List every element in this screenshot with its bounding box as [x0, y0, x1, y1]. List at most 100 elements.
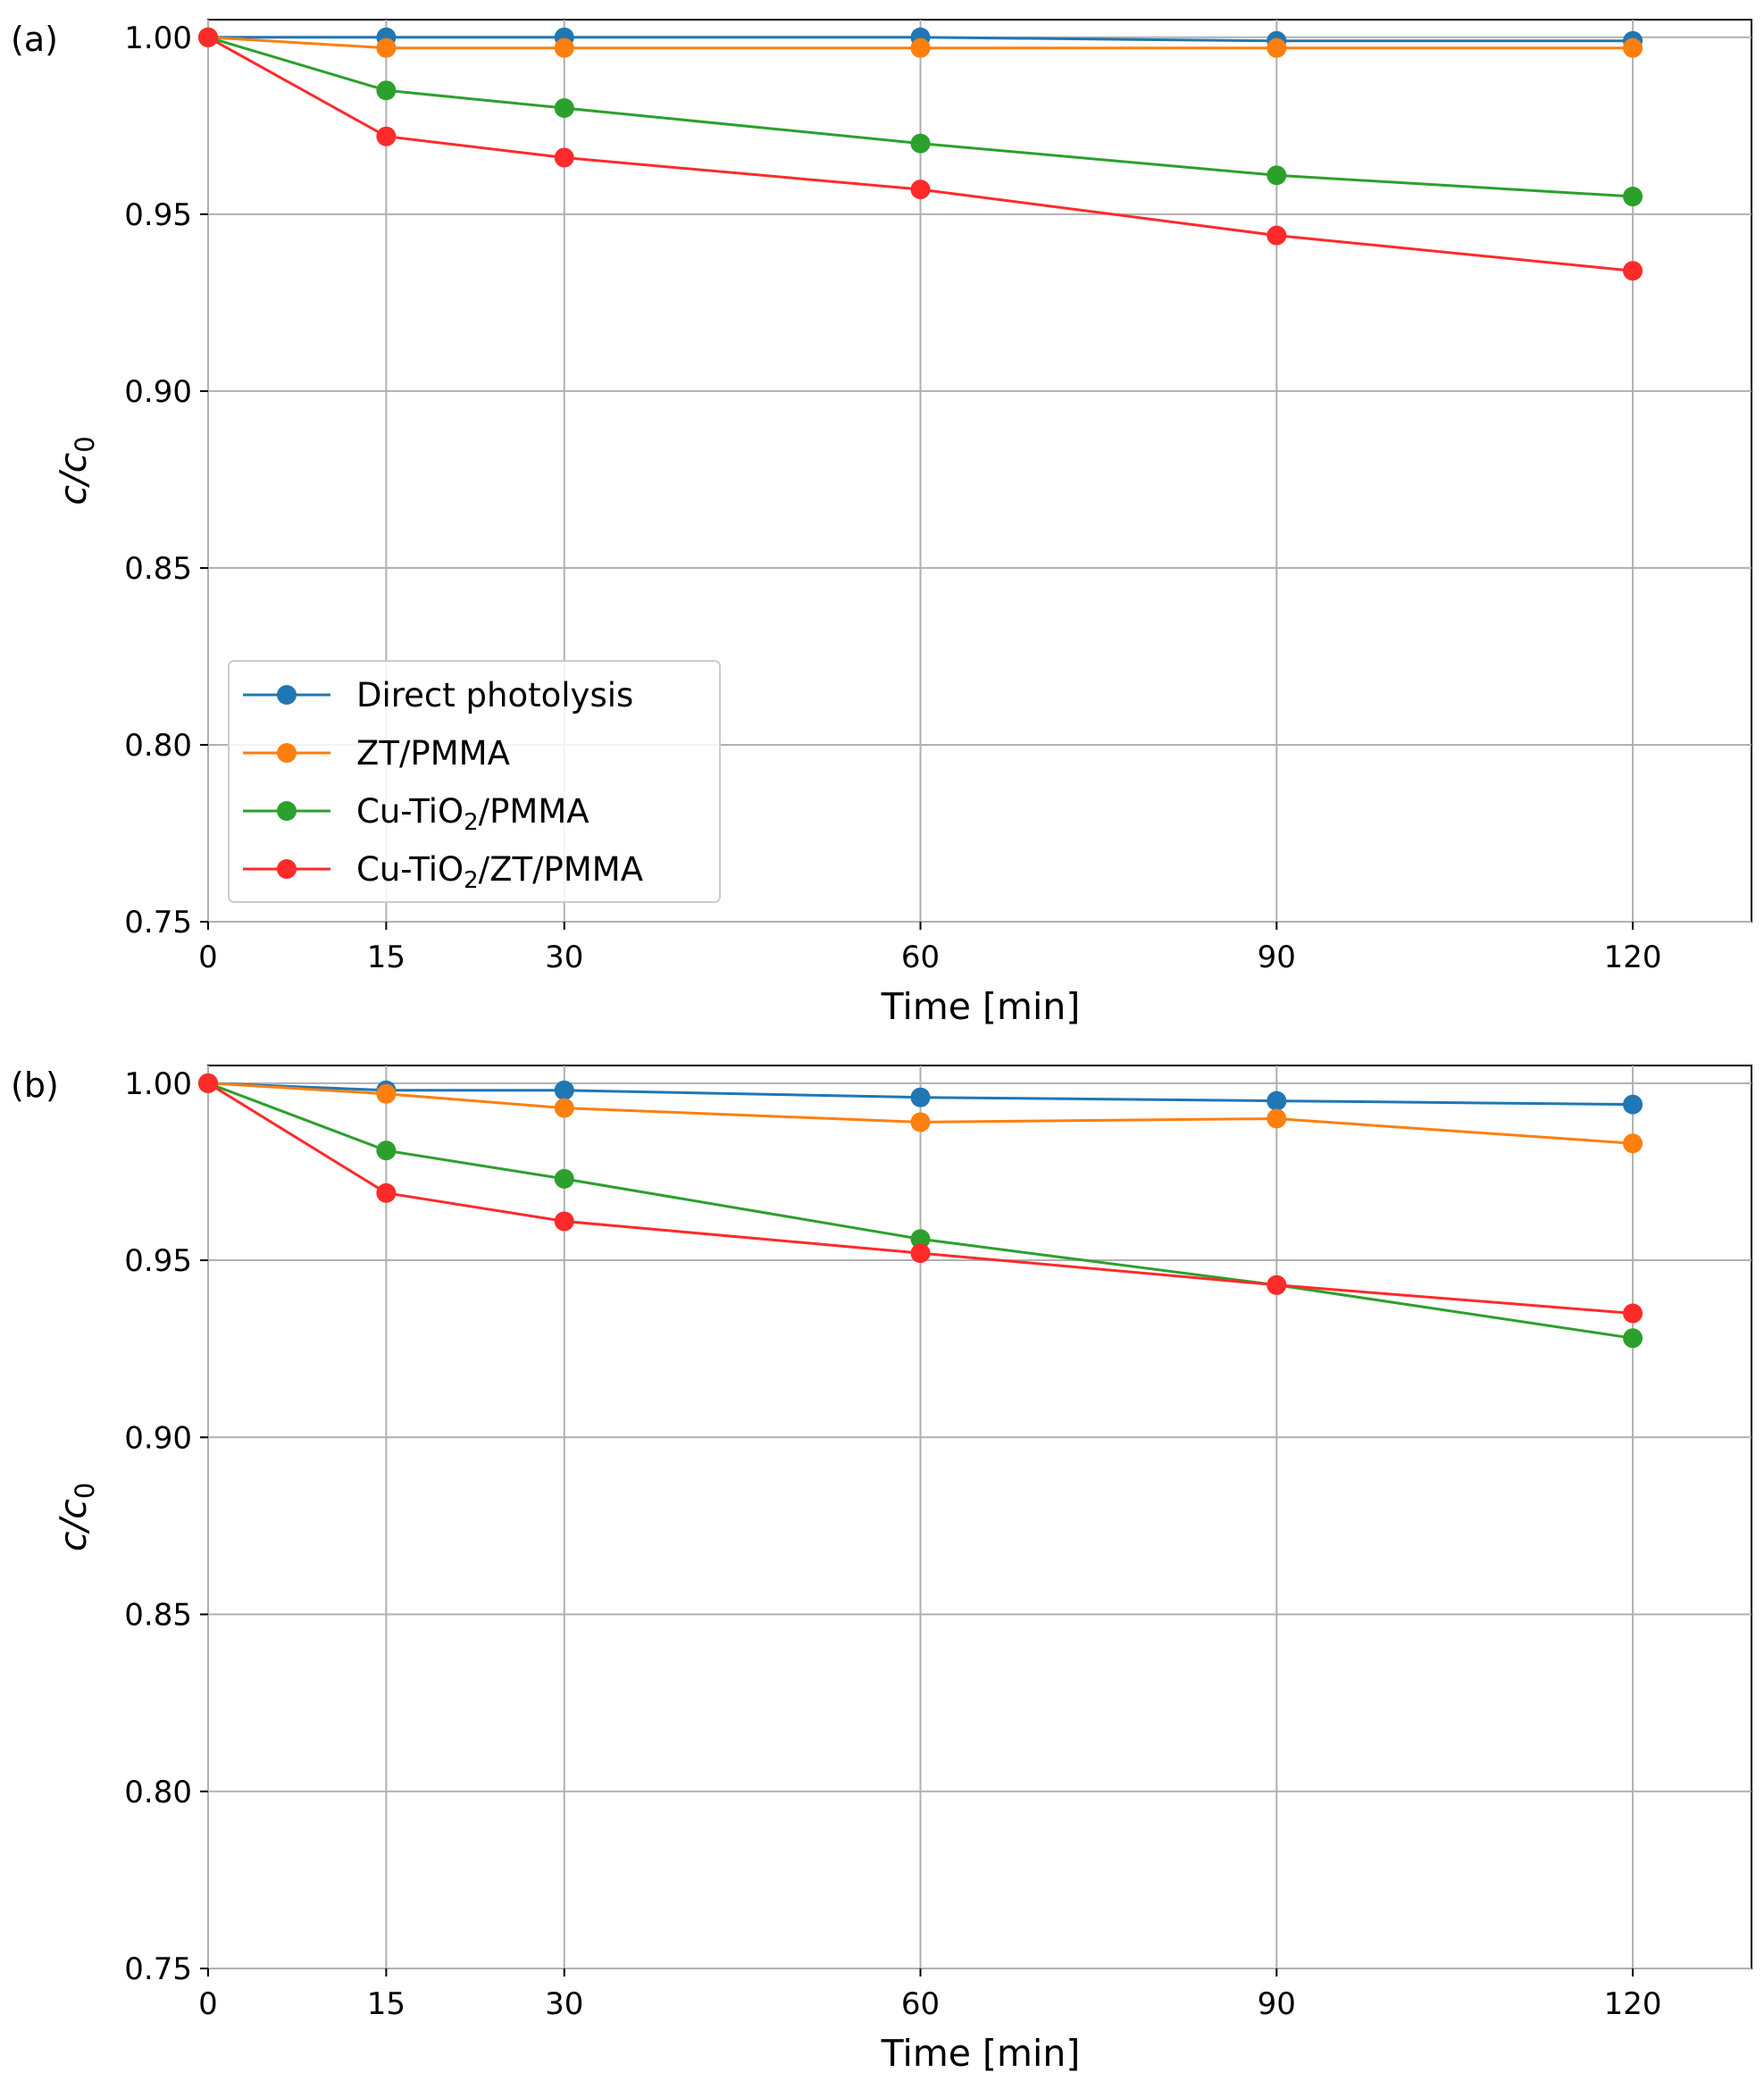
series-line: [207, 1082, 1634, 1145]
series-line: [208, 36, 1634, 43]
x-tick-label: 0: [198, 940, 218, 975]
legend-marker: [277, 801, 297, 821]
legend-label: ZT/PMMA: [356, 734, 510, 773]
data-point: [198, 27, 218, 47]
data-point: [1267, 1275, 1287, 1295]
x-tick-label: 30: [545, 1986, 583, 2022]
series-cu-tio2-zt-pmma: [198, 27, 1643, 281]
data-point: [376, 1183, 397, 1203]
y-tick-label: 0.85: [124, 551, 192, 587]
x-tick-label: 15: [367, 1986, 405, 2022]
legend-label-tail: /PMMA: [479, 792, 589, 831]
legend-label-text: Cu-TiO: [356, 850, 464, 889]
chart-panel-b: (b) 0.75 0.80 0.85 0.90 0.95 1.00 0 15 30 60 90 120 T…: [11, 1065, 1752, 2075]
series-line: [207, 1082, 1634, 1315]
legend-label: Cu-TiO2/PMMA: [356, 792, 589, 836]
data-point: [910, 180, 931, 200]
data-point: [910, 38, 931, 58]
y-axis-label: c/c0: [52, 1483, 100, 1551]
data-point: [554, 1080, 574, 1100]
x-tick-label: 60: [901, 940, 940, 975]
data-point: [910, 1229, 931, 1249]
series-line: [207, 36, 1634, 198]
x-tick-label: 0: [198, 1986, 218, 2022]
legend-label-subscript: 2: [464, 867, 479, 894]
data-point: [1623, 187, 1643, 207]
y-tick-label: 1.00: [124, 21, 192, 56]
data-point: [1623, 1328, 1643, 1349]
legend-marker: [277, 685, 297, 705]
data-point: [1623, 1094, 1643, 1115]
panel-label: (a): [11, 20, 58, 59]
data-point: [910, 133, 931, 154]
legend-label: Direct photolysis: [356, 676, 633, 715]
x-tick-label: 90: [1258, 940, 1296, 975]
y-tick-label: 1.00: [124, 1066, 192, 1102]
legend-label-subscript: 2: [464, 809, 479, 836]
data-point: [1267, 1108, 1287, 1129]
y-tick-label: 0.80: [124, 728, 192, 764]
series-cu-tio2-zt-pmma: [198, 1073, 1643, 1324]
legend-box: [228, 660, 721, 903]
data-point: [1267, 165, 1287, 186]
data-point: [1623, 1303, 1643, 1324]
legend-item: Direct photolysis: [243, 676, 633, 715]
data-point: [554, 147, 574, 168]
y-axis-label-main: c/c: [52, 453, 95, 506]
legend: Direct photolysisZT/PMMACu-TiO2/PMMACu-T…: [228, 660, 721, 903]
data-point: [1267, 38, 1287, 58]
legend-label-text: Direct photolysis: [356, 676, 633, 715]
data-point: [554, 1211, 574, 1232]
y-tick-label: 0.90: [124, 1420, 192, 1456]
y-tick-label: 0.90: [124, 374, 192, 410]
data-point: [376, 38, 397, 58]
x-tick-label: 120: [1604, 940, 1662, 975]
data-point: [1267, 1091, 1287, 1111]
x-axis-label: Time [min]: [881, 2032, 1081, 2075]
y-axis-label-subscript: 0: [70, 436, 100, 452]
x-tick-label: 30: [545, 940, 583, 975]
legend-label: Cu-TiO2/ZT/PMMA: [356, 850, 643, 894]
y-axis-label-subscript: 0: [70, 1483, 100, 1499]
legend-item: Cu-TiO2/ZT/PMMA: [243, 850, 643, 894]
legend-label-text: Cu-TiO: [356, 792, 464, 831]
series-line: [207, 36, 1634, 50]
x-tick-label: 90: [1258, 1986, 1296, 2022]
legend-marker: [277, 859, 297, 879]
y-tick-label: 0.80: [124, 1775, 192, 1810]
data-point: [376, 1141, 397, 1161]
panel-label: (b): [11, 1066, 59, 1105]
data-point: [554, 98, 574, 119]
data-point: [376, 80, 397, 101]
data-point: [910, 1087, 931, 1107]
x-axis-label: Time [min]: [881, 985, 1081, 1028]
data-point: [554, 1168, 574, 1189]
data-point: [910, 1243, 931, 1264]
y-tick-label: 0.95: [124, 197, 192, 233]
series-line: [207, 1082, 1634, 1107]
data-point: [376, 1083, 397, 1104]
legend-label-tail: /ZT/PMMA: [479, 850, 643, 889]
chart-panel-a: (a) 0.75 0.80 0.85 0.90 0.95 1.00 0 15 30 60 90 120 T…: [11, 19, 1752, 1028]
y-axis-label: c/c0: [52, 436, 100, 505]
data-point: [198, 1073, 218, 1093]
x-tick-label: 15: [367, 940, 405, 975]
data-point: [554, 38, 574, 58]
legend-item: ZT/PMMA: [243, 734, 510, 773]
y-tick-label: 0.85: [124, 1598, 192, 1634]
data-point: [910, 1112, 931, 1132]
series-line: [207, 36, 1634, 272]
x-tick-label: 60: [901, 1986, 940, 2022]
legend-item: Cu-TiO2/PMMA: [243, 792, 589, 836]
y-tick-label: 0.75: [124, 905, 192, 940]
y-tick-label: 0.95: [124, 1243, 192, 1279]
data-point: [1623, 261, 1643, 281]
data-point: [1623, 38, 1643, 58]
data-point: [1623, 1133, 1643, 1154]
legend-label-text: ZT/PMMA: [356, 734, 510, 773]
data-point: [376, 126, 397, 146]
y-tick-label: 0.75: [124, 1951, 192, 1987]
series-line: [207, 1082, 1634, 1340]
legend-marker: [277, 743, 297, 763]
